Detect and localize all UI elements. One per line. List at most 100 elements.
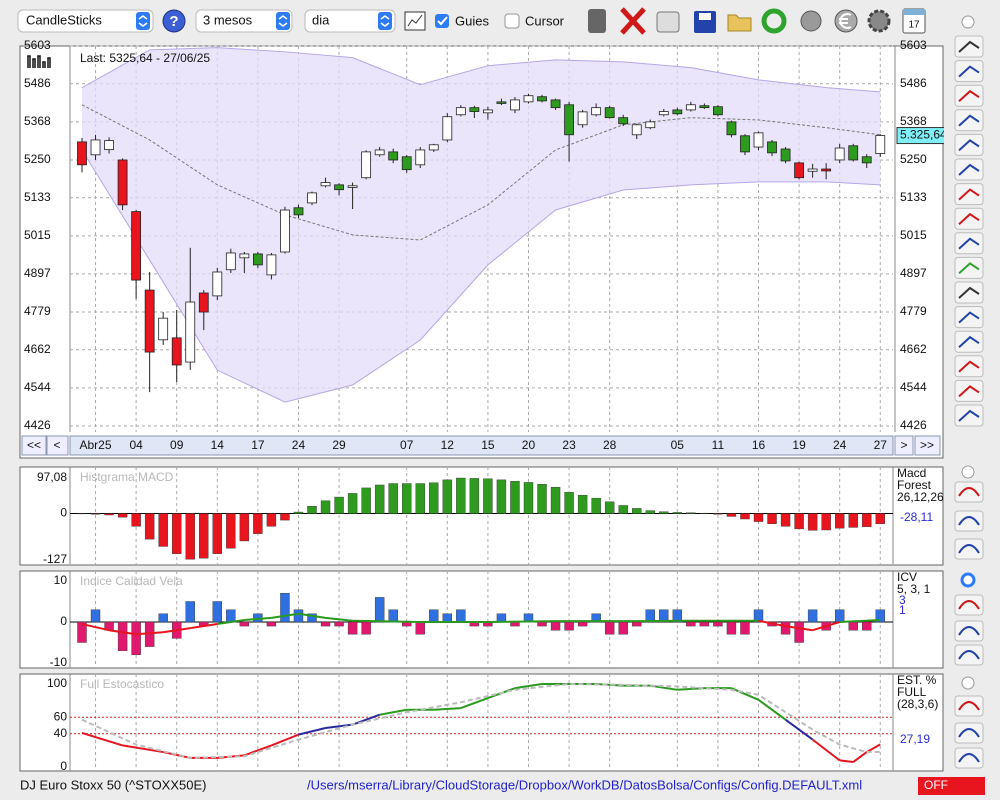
candle-body <box>699 105 710 109</box>
sidebar-button[interactable] <box>954 133 984 156</box>
indicator-segment <box>758 619 786 628</box>
sidebar-button[interactable] <box>954 355 984 378</box>
interval-value: dia <box>312 12 330 27</box>
settings-button[interactable] <box>867 9 891 33</box>
candle-body <box>496 101 507 104</box>
radio[interactable] <box>961 15 975 29</box>
indicator-button[interactable] <box>954 747 984 769</box>
sidebar-button[interactable] <box>954 158 984 181</box>
period-select[interactable] <box>195 9 293 33</box>
candle-body <box>347 185 358 188</box>
delete-button[interactable] <box>620 7 646 35</box>
histogram-bar <box>713 513 723 515</box>
histogram-bar <box>117 513 128 518</box>
indicator-button[interactable] <box>954 481 984 503</box>
sidebar-button[interactable] <box>954 306 984 329</box>
histogram-bar <box>753 609 764 623</box>
indicator-segment <box>866 743 881 753</box>
histogram-bar <box>740 513 750 520</box>
chart-type-select[interactable] <box>17 9 154 33</box>
candle-body <box>442 116 453 141</box>
histogram-bar <box>212 513 223 554</box>
histogram-bar <box>117 621 128 651</box>
radio-selected[interactable] <box>960 572 976 588</box>
histogram-bar <box>618 621 628 635</box>
indicator-button[interactable] <box>954 722 984 744</box>
candle-body <box>780 148 791 162</box>
sidebar-button[interactable] <box>954 109 984 132</box>
nav-prev[interactable] <box>46 435 69 456</box>
sidebar-button[interactable] <box>954 330 984 353</box>
icv-panel <box>19 570 944 669</box>
last-text: Last: 5325,64 - 27/06/25 <box>80 51 210 65</box>
indicator-segment <box>298 727 326 736</box>
histogram-bar <box>280 593 290 623</box>
histogram-bar <box>185 601 195 623</box>
help-button[interactable] <box>162 9 186 33</box>
candle-body <box>239 253 250 259</box>
sidebar-button[interactable] <box>954 84 984 107</box>
nav-next[interactable] <box>894 435 914 456</box>
histogram-bar <box>374 484 385 514</box>
indicator-button[interactable] <box>954 695 984 717</box>
sidebar-button[interactable] <box>954 404 984 427</box>
interval-select[interactable] <box>304 9 396 33</box>
sidebar-button[interactable] <box>954 207 984 230</box>
histogram-bar <box>807 513 818 531</box>
histogram-bar <box>104 513 114 516</box>
x-tick-label: Abr25 <box>80 438 112 452</box>
candle-body <box>415 149 426 166</box>
y-tick-label-right: 4544 <box>900 380 927 394</box>
indicator-button[interactable] <box>954 644 984 666</box>
histogram-bar <box>659 609 669 623</box>
x-tick-label: 27 <box>874 438 888 452</box>
nav-first[interactable] <box>21 435 47 456</box>
sidebar-button[interactable] <box>954 256 984 279</box>
sidebar-button[interactable] <box>954 35 984 58</box>
indicator-button[interactable] <box>954 594 984 616</box>
histogram-bar <box>199 513 209 559</box>
bars-icon <box>27 55 51 68</box>
indicator-button[interactable] <box>954 620 984 642</box>
refresh-button[interactable] <box>761 8 787 34</box>
candle-body <box>767 141 777 154</box>
sidebar-button[interactable] <box>954 379 984 402</box>
candle-body <box>807 168 818 172</box>
indicator-segment <box>460 697 489 710</box>
histogram-bar <box>456 477 466 514</box>
candle-body <box>645 121 656 129</box>
x-tick-label: 19 <box>792 438 806 452</box>
histogram-bar <box>686 621 696 627</box>
indicator-segment <box>757 698 787 721</box>
sidebar-button[interactable] <box>954 232 984 255</box>
sidebar-button[interactable] <box>954 183 984 206</box>
histogram-bar <box>794 621 804 643</box>
nav-last[interactable] <box>914 435 941 456</box>
histogram-bar <box>875 609 885 623</box>
histogram-bar <box>726 513 737 517</box>
guides-checkbox[interactable] <box>435 14 449 28</box>
currency-button[interactable] <box>834 9 858 33</box>
trash-button[interactable] <box>588 9 606 33</box>
open-button[interactable] <box>727 14 752 32</box>
histogram-bar <box>347 621 358 635</box>
candle-body <box>307 192 317 204</box>
sidebar-button[interactable] <box>954 281 984 304</box>
x-tick-label: 05 <box>671 438 685 452</box>
radio[interactable] <box>961 676 975 690</box>
radio[interactable] <box>961 465 975 479</box>
cursor-checkbox[interactable] <box>504 13 520 29</box>
reload-button[interactable] <box>800 10 822 32</box>
calendar-top <box>903 9 925 15</box>
indicator-button[interactable] <box>954 538 984 560</box>
histogram-bar <box>686 512 696 514</box>
histogram-bar <box>496 479 507 514</box>
mode-badge[interactable] <box>918 777 985 795</box>
device-button[interactable] <box>656 11 680 33</box>
histogram-bar <box>564 621 574 631</box>
sidebar-button[interactable] <box>954 60 984 83</box>
indicator-glyph <box>958 753 980 763</box>
chart-icon[interactable] <box>404 11 426 31</box>
indicator-button[interactable] <box>954 510 984 532</box>
